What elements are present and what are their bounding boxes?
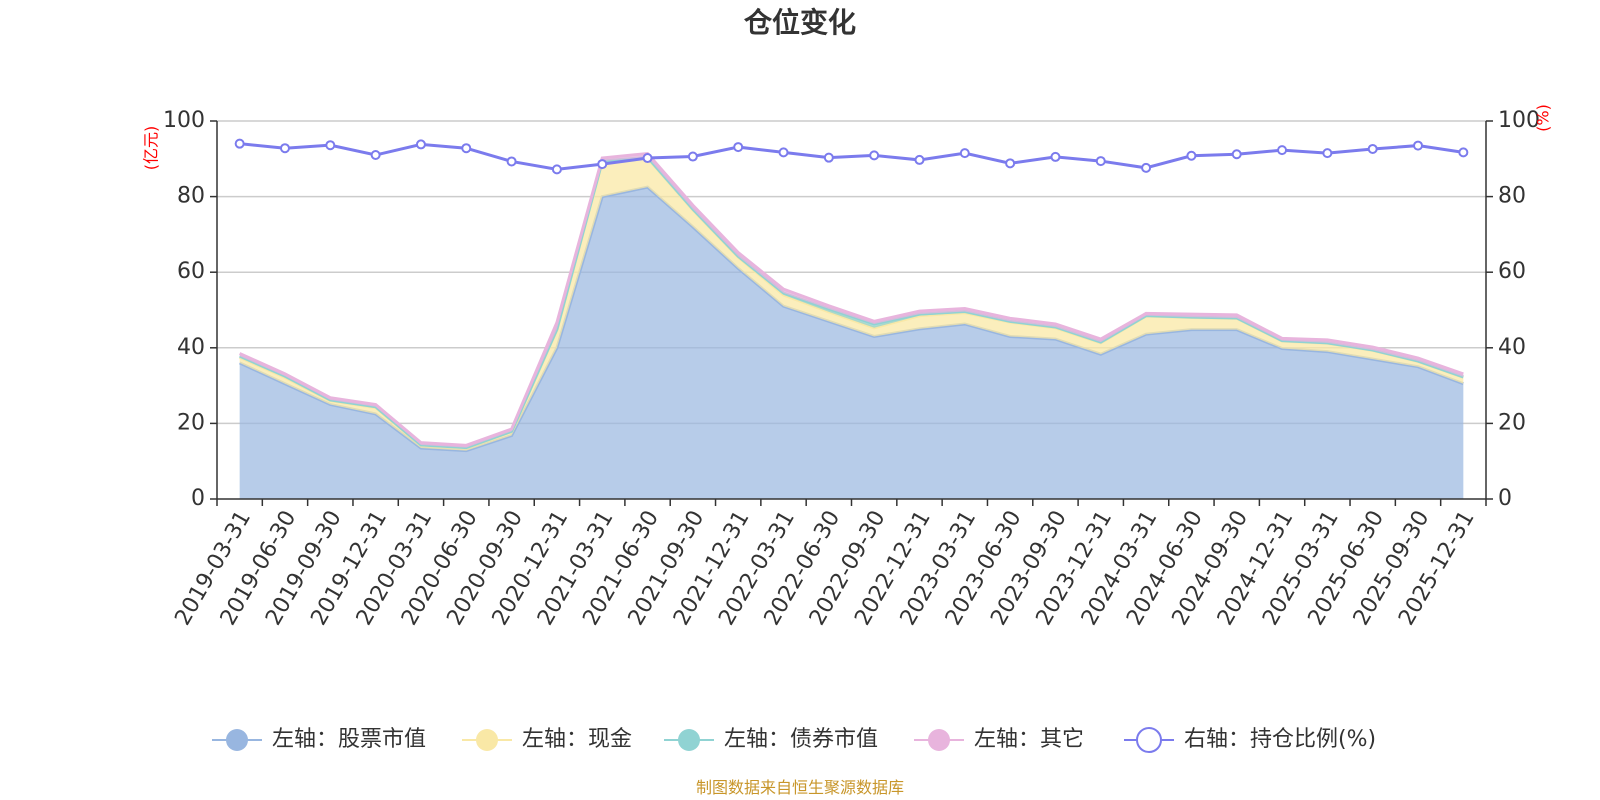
ratio-point bbox=[687, 151, 698, 162]
ratio-point bbox=[1050, 151, 1061, 162]
legend-marker bbox=[476, 729, 498, 751]
legend-marker bbox=[226, 729, 248, 751]
legend-label: 左轴：债券市值 bbox=[724, 727, 878, 752]
left-tick-label: 0 bbox=[191, 486, 205, 511]
legend-label: 左轴：现金 bbox=[522, 727, 632, 752]
ratio-line-path bbox=[239, 142, 1464, 171]
left-axis-unit: (亿元) bbox=[142, 126, 161, 171]
right-tick-label: 60 bbox=[1498, 259, 1526, 284]
ratio-point bbox=[1005, 158, 1016, 169]
ratio-point bbox=[823, 152, 834, 163]
left-tick-label: 100 bbox=[163, 108, 205, 133]
legend-item-5[interactable]: 右轴：持仓比例(%) bbox=[1124, 727, 1376, 753]
legend: 左轴：股票市值 左轴：现金 左轴：债券市值 左轴：其它 右轴：持仓比例(%) bbox=[212, 727, 1376, 753]
ratio-point bbox=[279, 143, 290, 154]
right-tick-label: 40 bbox=[1498, 335, 1526, 360]
right-axis-unit: (%) bbox=[1534, 104, 1553, 132]
ratio-point bbox=[1367, 143, 1378, 154]
ratio-point bbox=[461, 143, 472, 154]
legend-item-1[interactable]: 左轴：股票市值 bbox=[212, 727, 426, 752]
ratio-point bbox=[325, 140, 336, 151]
left-tick-label: 80 bbox=[177, 184, 205, 209]
legend-item-3[interactable]: 左轴：债券市值 bbox=[664, 727, 878, 752]
left-tick-label: 40 bbox=[177, 335, 205, 360]
ratio-point bbox=[869, 150, 880, 161]
legend-marker bbox=[928, 729, 950, 751]
ratio-point bbox=[1186, 150, 1197, 161]
right-tick-label: 100 bbox=[1498, 108, 1540, 133]
right-tick-label: 0 bbox=[1498, 486, 1512, 511]
ratio-point bbox=[1458, 147, 1469, 158]
legend-marker bbox=[1136, 727, 1162, 753]
legend-label: 左轴：其它 bbox=[974, 727, 1084, 752]
legend-item-2[interactable]: 左轴：现金 bbox=[462, 727, 632, 752]
legend-label: 左轴：股票市值 bbox=[272, 727, 426, 752]
ratio-point bbox=[778, 147, 789, 158]
ratio-point bbox=[642, 153, 653, 164]
area-series-1 bbox=[239, 187, 1464, 499]
right-tick-label: 80 bbox=[1498, 184, 1526, 209]
ratio-point bbox=[1413, 140, 1424, 151]
data-source-note: 制图数据来自恒生聚源数据库 bbox=[696, 778, 904, 797]
ratio-point bbox=[1095, 156, 1106, 167]
ratio-point bbox=[597, 159, 608, 170]
right-tick-label: 20 bbox=[1498, 410, 1526, 435]
ratio-point bbox=[959, 148, 970, 159]
ratio-point bbox=[1231, 149, 1242, 160]
left-tick-label: 20 bbox=[177, 410, 205, 435]
ratio-point bbox=[415, 139, 426, 150]
legend-item-4[interactable]: 左轴：其它 bbox=[914, 727, 1084, 752]
ratio-point bbox=[234, 138, 245, 149]
legend-marker bbox=[678, 729, 700, 751]
legend-label: 右轴：持仓比例(%) bbox=[1184, 727, 1376, 752]
ratio-point bbox=[1322, 148, 1333, 159]
ratio-point bbox=[370, 150, 381, 161]
ratio-point bbox=[733, 142, 744, 153]
stacked-areas bbox=[239, 151, 1464, 499]
ratio-point bbox=[1277, 145, 1288, 156]
ratio-line bbox=[234, 138, 1469, 175]
ratio-point bbox=[914, 154, 925, 165]
left-tick-label: 60 bbox=[177, 259, 205, 284]
area-series-4-edge bbox=[239, 151, 1464, 447]
ratio-point bbox=[551, 164, 562, 175]
chart-title: 仓位变化 bbox=[744, 6, 856, 39]
ratio-point bbox=[506, 156, 517, 167]
ratio-point bbox=[1141, 162, 1152, 173]
